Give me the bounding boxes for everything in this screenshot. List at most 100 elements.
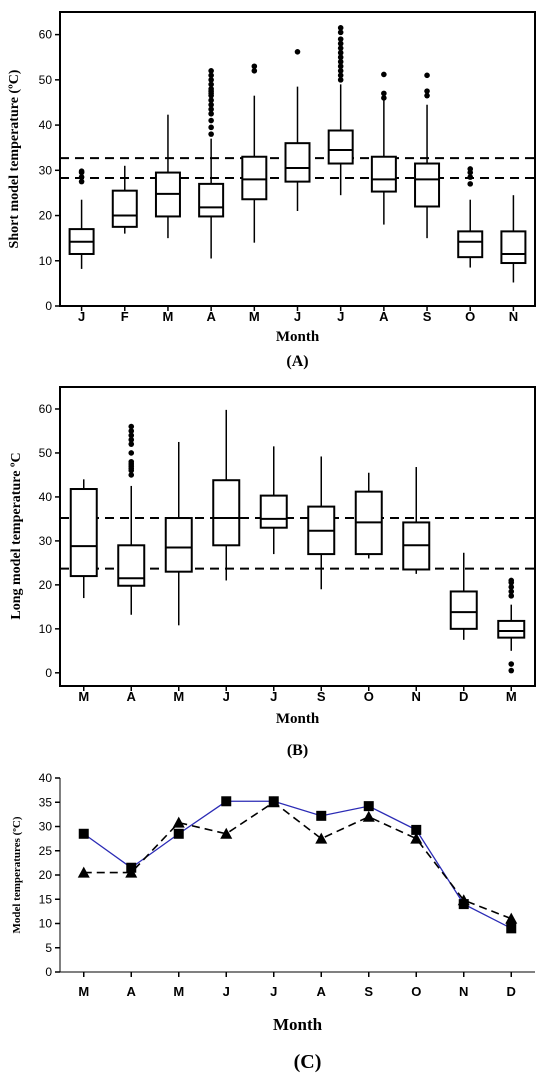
outlier-point [128,472,135,478]
x-tick-label: S [317,689,326,704]
triangle-marker [505,912,518,924]
x-tick-label: S [364,984,373,999]
chart-panel-2: 0 10 20 30 40 50 60 M A M J J S O N D M Month Long model t… [9,386,536,759]
triangle-marker [410,832,423,844]
box-body [69,488,98,578]
triangle-marker [267,796,280,808]
box-body [449,590,478,630]
box-body [212,479,241,547]
outlier-point [208,117,214,124]
outlier-point [337,40,344,47]
outlier-point [337,29,344,36]
outlier-point [337,68,344,74]
box-body [117,544,146,587]
outlier-point [208,124,214,131]
x-tick-label: O [465,309,475,324]
y-tick-label: 30 [39,820,53,834]
x-tick-label: M [78,984,89,999]
box-body [284,142,311,183]
square-marker [411,824,422,835]
outlier-point [128,450,135,456]
y-tick-label: 5 [45,941,52,955]
box-6 [284,49,311,212]
outlier-point [424,88,430,94]
outlier-point [381,90,387,97]
x-tick-label: D [507,984,516,999]
box-10 [497,577,526,674]
x-tick-label: O [364,689,374,704]
box-10 [457,166,484,268]
triangle-marker [457,894,470,906]
y-tick-label: 25 [39,844,53,858]
box-8 [402,467,431,574]
outlier-point [208,106,214,113]
box-body [327,129,354,165]
chart-panel-3: 0 5 10 15 20 25 30 35 40 M A M J J A S O N D Month Model tem… [11,771,535,1073]
y-tick-label: 20 [39,868,53,882]
x-tick-label: M [249,309,260,324]
box-2 [111,165,138,234]
panel-label: (C) [294,1051,322,1073]
y-tick-label: 50 [39,446,53,460]
square-marker [78,828,89,839]
box-2 [117,423,146,615]
y-tick-label: 0 [45,965,52,979]
x-tick-label: M [173,984,184,999]
triangle-marker [125,866,138,878]
panel-label: (A) [286,353,308,370]
outlier-point [508,593,515,599]
series-line [83,800,512,929]
box-3 [154,114,181,239]
outlier-point [337,54,344,61]
outlier-point [251,68,258,74]
outlier-point [381,71,387,78]
outlier-point [208,72,214,79]
plot-frame [59,386,536,687]
outlier-point [128,423,135,430]
outlier-point [508,588,515,595]
triangle-marker [77,866,90,878]
outlier-point [208,86,214,92]
box-body [497,619,526,639]
outlier-point [337,77,344,83]
x-tick-label: N [412,689,421,704]
square-marker [506,923,517,934]
outlier-point [508,661,515,667]
x-tick-label: A [206,309,216,324]
outlier-point [337,63,344,70]
x-tick-label: M [78,689,89,704]
box-body [414,162,441,208]
y-axis-label: Long model temperature ºC [9,452,24,619]
box-9 [449,552,478,640]
y-tick-label: 30 [39,534,53,548]
outlier-point [508,577,515,584]
box-9 [414,72,441,239]
outlier-point [294,49,301,55]
outlier-point [128,428,135,434]
chart-panel-1: 0 10 20 30 40 50 60 J F M A M J J A S O N Month Short model… [7,11,536,370]
y-tick-label: 10 [39,254,53,268]
box-4 [212,409,241,581]
y-tick-label: 10 [39,917,53,931]
y-tick-label: 60 [39,402,53,416]
triangle-marker [172,816,185,828]
outlier-point [128,432,135,439]
outlier-point [78,178,85,185]
box-body [500,230,527,265]
box-7 [327,25,354,196]
y-axis-label: Short model temperature (ºC) [7,69,22,248]
x-tick-label: J [223,689,230,704]
box-8 [370,71,397,225]
box-5 [259,446,288,555]
outlier-point [337,45,344,51]
box-1 [69,479,98,599]
x-axis-label: Month [273,1015,323,1034]
outlier-point [337,36,344,42]
outlier-point [508,584,515,590]
x-axis-label: Month [276,711,320,727]
x-tick-label: J [294,309,301,324]
outlier-point [208,68,214,74]
box-4 [198,68,225,259]
y-axis-label: Model temperatures (ºC) [11,816,23,933]
